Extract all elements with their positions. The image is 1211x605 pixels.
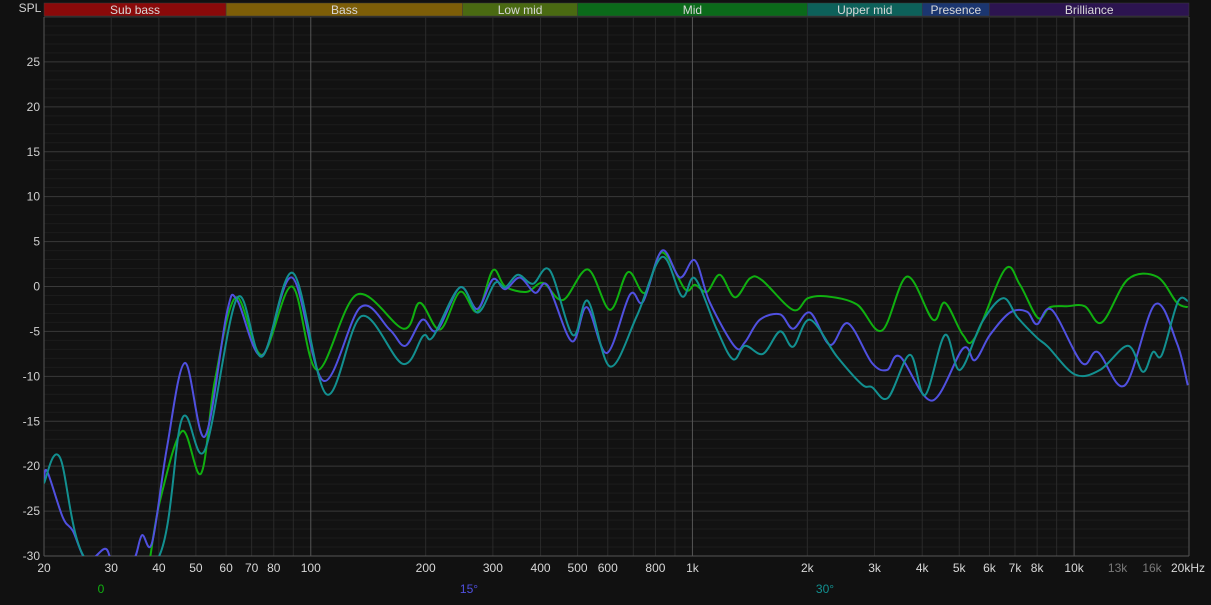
series-line-1: [44, 249, 1189, 556]
legend: 0 15° 30°: [98, 582, 835, 596]
x-tick-label: 13k: [1108, 561, 1128, 575]
y-tick-label: 15: [27, 145, 41, 159]
x-tick-label: 100: [301, 561, 321, 575]
y-tick-label: -5: [29, 324, 40, 338]
x-tick-label: 10k: [1064, 561, 1084, 575]
legend-entry: 30°: [816, 582, 834, 596]
series-line-0: [149, 251, 1189, 556]
x-tick-label: 8k: [1031, 561, 1045, 575]
y-tick-label: -25: [23, 504, 41, 518]
frequency-bands: Sub bass Bass Low mid Mid Upper mid Presence B…: [43, 2, 1190, 17]
x-tick-label: 50: [189, 561, 203, 575]
y-tick-label: 0: [33, 280, 40, 294]
x-tick-label: 80: [267, 561, 281, 575]
x-tick-label: 200: [416, 561, 436, 575]
x-tick-label: 16k: [1142, 561, 1162, 575]
x-tick-label: 3k: [868, 561, 882, 575]
y-tick-label: -30: [23, 549, 41, 563]
x-tick-label: 20kHz: [1171, 561, 1205, 575]
band-label: Brilliance: [1065, 3, 1114, 17]
x-tick-label: 20: [37, 561, 51, 575]
band-label: Upper mid: [837, 3, 892, 17]
series-line-2: [44, 255, 1189, 556]
x-tick-label: 1k: [686, 561, 700, 575]
y-tick-label: -10: [23, 369, 41, 383]
x-tick-label: 400: [531, 561, 551, 575]
band-brilliance: [989, 2, 1190, 17]
y-tick-label: -20: [23, 459, 41, 473]
x-tick-label: 800: [645, 561, 665, 575]
x-tick-label: 600: [598, 561, 618, 575]
x-tick-label: 6k: [983, 561, 997, 575]
y-axis-label: SPL: [19, 1, 42, 15]
x-tick-label: 5k: [953, 561, 967, 575]
x-tick-label: 300: [483, 561, 503, 575]
legend-entry: 0: [98, 582, 105, 596]
x-tick-label: 30: [105, 561, 119, 575]
legend-entry: 15°: [460, 582, 478, 596]
x-tick-label: 60: [219, 561, 233, 575]
y-tick-label: 5: [33, 235, 40, 249]
series-lines: [44, 249, 1189, 556]
y-tick-label: 25: [27, 55, 41, 69]
x-tick-label: 40: [152, 561, 166, 575]
y-tick-label: 20: [27, 100, 41, 114]
y-tick-label: -15: [23, 414, 41, 428]
grid: [43, 16, 1190, 557]
band-label: Mid: [683, 3, 702, 17]
x-tick-label: 4k: [916, 561, 930, 575]
x-tick-label: 7k: [1009, 561, 1023, 575]
x-tick-label: 2k: [801, 561, 815, 575]
band-label: Bass: [331, 3, 358, 17]
band-label: Sub bass: [110, 3, 160, 17]
x-tick-label: 500: [568, 561, 588, 575]
band-label: Presence: [930, 3, 981, 17]
y-tick-label: 10: [27, 190, 41, 204]
x-tick-labels: 20 30 40 50 60 70 80 100 200 300 400 500 600 800 1k 2k 3…: [37, 561, 1205, 575]
band-label: Low mid: [498, 3, 543, 17]
y-tick-labels: 25 20 15 10 5 0 -5 -10 -15 -20 -25 -30: [23, 55, 41, 563]
x-tick-label: 70: [245, 561, 259, 575]
